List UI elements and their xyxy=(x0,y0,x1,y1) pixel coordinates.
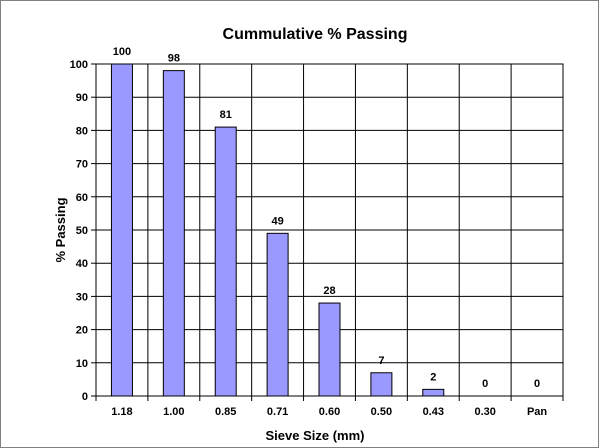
data-label: 49 xyxy=(271,215,283,227)
plot-border xyxy=(95,63,564,397)
x-tick-label: 0.85 xyxy=(215,406,236,418)
data-label: 0 xyxy=(534,378,540,390)
y-tick-label: 100 xyxy=(70,59,88,71)
bar xyxy=(110,63,133,397)
chart-title: Cummulative % Passing xyxy=(223,26,408,43)
bar xyxy=(370,372,393,397)
data-label: 28 xyxy=(323,285,335,297)
bar xyxy=(162,70,185,397)
y-tick-label: 20 xyxy=(76,325,88,337)
x-axis-title: Sieve Size (mm) xyxy=(266,428,365,443)
x-tick-label: 0.50 xyxy=(371,406,392,418)
data-label: 0 xyxy=(482,378,488,390)
data-label: 7 xyxy=(378,355,384,367)
y-tick-label: 50 xyxy=(76,225,88,237)
y-tick-label: 60 xyxy=(76,192,88,204)
x-tick-label: 0.71 xyxy=(267,406,288,418)
y-tick-label: 10 xyxy=(76,358,88,370)
x-tick-label: 0.43 xyxy=(423,406,444,418)
bar xyxy=(266,232,289,397)
y-tick-label: 70 xyxy=(76,159,88,171)
y-tick-label: 30 xyxy=(76,291,88,303)
y-tick-label: 80 xyxy=(76,125,88,137)
y-tick-label: 40 xyxy=(76,258,88,270)
x-tick-label: 1.00 xyxy=(163,406,184,418)
x-tick-label: Pan xyxy=(527,406,547,418)
y-tick-label: 0 xyxy=(82,391,88,403)
data-label: 98 xyxy=(168,53,180,65)
y-tick-label: 90 xyxy=(76,92,88,104)
bar xyxy=(318,302,341,397)
x-tick-label: 0.30 xyxy=(474,406,495,418)
plot-area: 01020304050607080901001001.18981.00810.8… xyxy=(70,46,564,418)
bar xyxy=(214,126,237,397)
data-label: 100 xyxy=(113,46,131,58)
data-label: 81 xyxy=(220,109,232,121)
y-axis-title: % Passing xyxy=(53,197,68,262)
x-tick-label: 0.60 xyxy=(319,406,340,418)
bar xyxy=(422,388,445,397)
data-label: 2 xyxy=(430,371,436,383)
x-tick-label: 1.18 xyxy=(111,406,132,418)
